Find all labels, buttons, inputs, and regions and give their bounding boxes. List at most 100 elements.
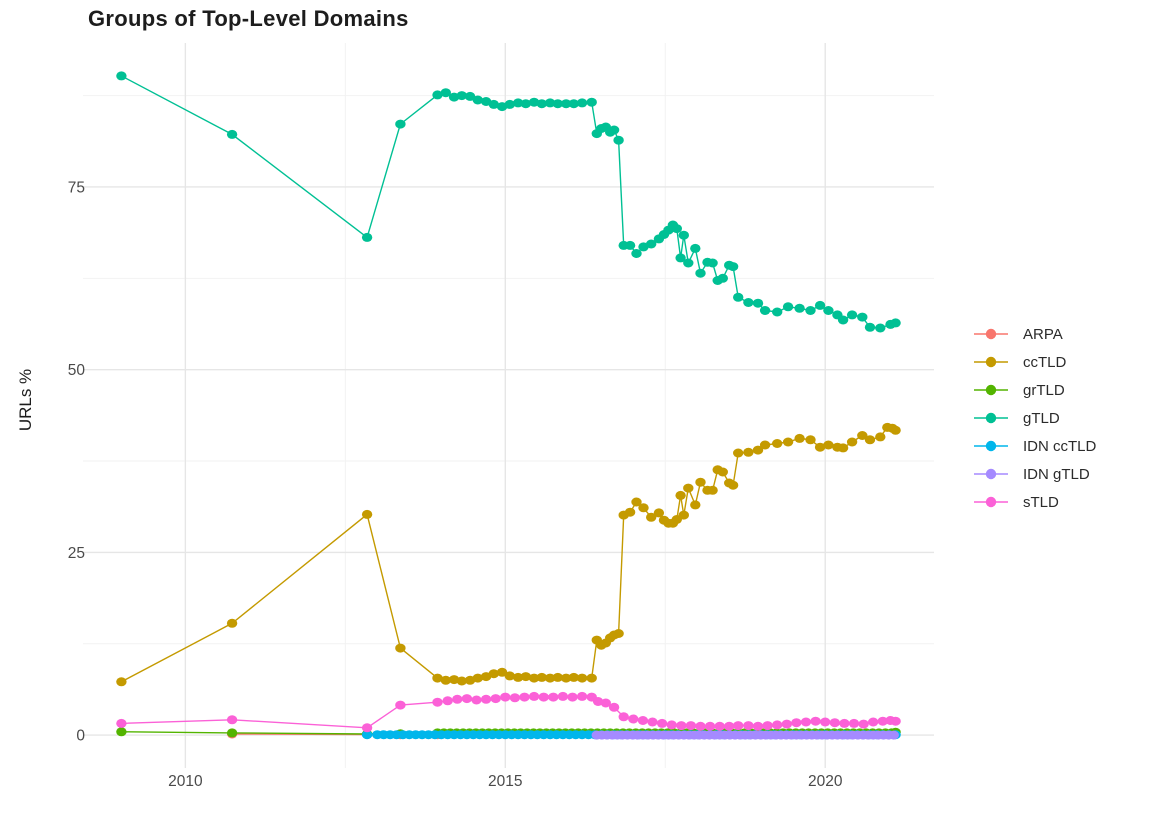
data-point bbox=[676, 721, 687, 731]
data-point bbox=[743, 447, 754, 457]
legend-item-gTLD: gTLD bbox=[973, 404, 1096, 432]
y-tick-label: 0 bbox=[76, 728, 85, 745]
data-point bbox=[683, 483, 694, 493]
y-tick-label: 75 bbox=[68, 179, 85, 196]
data-point bbox=[456, 676, 467, 686]
data-point bbox=[791, 718, 802, 728]
data-point bbox=[675, 253, 686, 263]
data-point bbox=[496, 667, 508, 677]
data-point bbox=[442, 696, 453, 706]
x-tick-label: 2010 bbox=[168, 773, 203, 790]
data-point bbox=[544, 673, 556, 683]
data-point bbox=[226, 728, 238, 738]
data-point bbox=[875, 323, 886, 333]
legend: ARPA ccTLD grTLD gTLD IDN ccTLD IDN gTLD sTLD bbox=[973, 320, 1096, 516]
legend-label: grTLD bbox=[1023, 381, 1065, 399]
data-point bbox=[683, 258, 694, 268]
data-point bbox=[868, 717, 879, 727]
data-point bbox=[717, 467, 728, 477]
data-point bbox=[759, 306, 771, 315]
data-point bbox=[544, 98, 556, 108]
data-point bbox=[727, 480, 739, 490]
data-point bbox=[707, 485, 718, 495]
data-point bbox=[471, 695, 482, 705]
data-point bbox=[361, 509, 373, 519]
legend-key-icon bbox=[974, 412, 1008, 424]
data-point bbox=[820, 717, 831, 727]
data-point bbox=[576, 673, 588, 683]
data-point bbox=[464, 91, 476, 101]
data-point bbox=[631, 249, 642, 258]
data-point bbox=[608, 702, 620, 712]
data-point bbox=[714, 721, 725, 731]
data-point bbox=[509, 693, 521, 703]
data-point bbox=[576, 98, 588, 108]
data-point bbox=[440, 675, 451, 685]
data-point bbox=[568, 99, 579, 109]
data-point bbox=[226, 129, 238, 139]
data-point bbox=[857, 312, 868, 322]
data-point bbox=[846, 437, 858, 447]
data-point bbox=[762, 721, 773, 731]
data-point bbox=[772, 720, 783, 730]
data-point bbox=[628, 714, 639, 724]
data-point bbox=[814, 300, 826, 310]
data-point bbox=[226, 715, 238, 725]
data-point bbox=[618, 712, 629, 722]
data-point bbox=[864, 322, 876, 332]
y-axis: 0 25 50 75 bbox=[68, 179, 86, 744]
data-point bbox=[877, 716, 888, 726]
data-point bbox=[395, 119, 406, 129]
data-point bbox=[810, 716, 821, 726]
gridlines-major bbox=[83, 43, 934, 768]
legend-key-icon bbox=[974, 328, 1008, 340]
x-tick-label: 2020 bbox=[808, 773, 843, 790]
data-point bbox=[631, 497, 642, 507]
data-point bbox=[890, 318, 901, 328]
data-point bbox=[837, 315, 849, 325]
data-point bbox=[576, 691, 588, 701]
data-point bbox=[890, 716, 901, 726]
data-point bbox=[456, 91, 467, 101]
data-point bbox=[782, 302, 794, 312]
data-point bbox=[782, 437, 794, 447]
chart-title: Groups of Top-Level Domains bbox=[88, 6, 409, 31]
data-point bbox=[567, 692, 578, 702]
data-point bbox=[461, 694, 473, 704]
data-point bbox=[666, 720, 677, 730]
data-point bbox=[875, 432, 886, 442]
data-point bbox=[646, 239, 657, 249]
legend-label: IDN ccTLD bbox=[1023, 437, 1097, 455]
legend-label: sTLD bbox=[1023, 493, 1059, 511]
data-point bbox=[752, 721, 764, 731]
legend-item-ARPA: ARPA bbox=[973, 320, 1096, 348]
data-point bbox=[440, 88, 451, 98]
legend-item-IDN-ccTLD: IDN ccTLD bbox=[973, 432, 1096, 460]
data-point bbox=[624, 240, 636, 250]
data-point bbox=[805, 435, 816, 445]
data-point bbox=[805, 306, 816, 315]
data-point bbox=[848, 718, 860, 728]
data-point bbox=[586, 97, 597, 107]
data-point bbox=[432, 673, 443, 683]
data-point bbox=[613, 135, 624, 145]
legend-item-sTLD: sTLD bbox=[973, 488, 1096, 516]
data-point bbox=[837, 443, 849, 453]
gridlines-minor bbox=[83, 43, 934, 768]
data-point bbox=[695, 268, 706, 278]
data-point bbox=[814, 442, 826, 452]
legend-item-grTLD: grTLD bbox=[973, 376, 1096, 404]
data-point bbox=[678, 510, 689, 520]
data-point bbox=[560, 99, 572, 109]
x-axis: 2010 2015 2020 bbox=[168, 773, 843, 790]
data-point bbox=[671, 224, 682, 234]
data-point bbox=[752, 298, 764, 308]
data-point bbox=[488, 669, 499, 679]
data-point bbox=[743, 721, 754, 731]
data-point bbox=[707, 258, 718, 268]
data-point bbox=[361, 723, 373, 733]
data-point bbox=[452, 694, 463, 704]
data-point bbox=[557, 691, 569, 701]
data-point bbox=[528, 673, 540, 683]
data-point bbox=[519, 692, 530, 702]
